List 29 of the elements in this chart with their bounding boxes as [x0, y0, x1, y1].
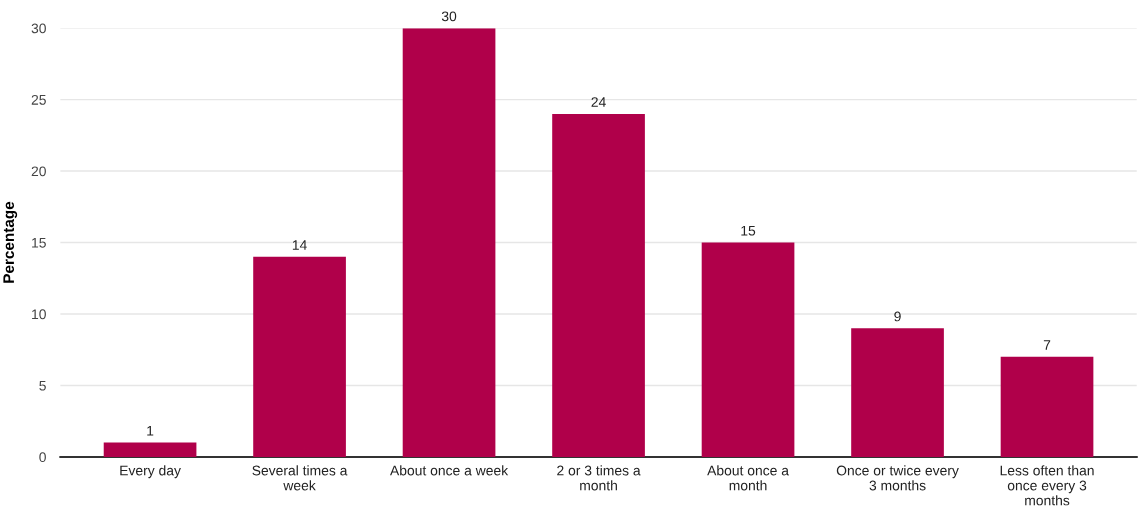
y-tick-label: 0 [39, 452, 46, 463]
x-tick-label: Once or twice every 3 months [836, 465, 959, 491]
bar [701, 242, 795, 457]
data-label: 24 [591, 97, 606, 107]
x-tick-label: Several times a week [252, 465, 348, 491]
y-tick-label: 10 [32, 309, 46, 320]
y-tick-label: 20 [31, 166, 46, 177]
y-tick-label: 5 [39, 380, 46, 391]
bar [253, 256, 346, 457]
data-label: 1 [147, 426, 154, 436]
x-tick-label: Less often than once every 3 months [1000, 465, 1094, 506]
bar [552, 113, 645, 457]
data-label: 15 [741, 225, 756, 236]
x-tick-label: 2 or 3 times a month [557, 465, 641, 491]
bar [103, 442, 197, 457]
data-label: 30 [441, 11, 457, 22]
data-label: 14 [292, 240, 307, 250]
bar [402, 28, 496, 457]
x-tick-label: About once a month [707, 465, 789, 491]
y-axis-title: Percentage [3, 201, 18, 283]
y-tick-label: 30 [31, 23, 46, 34]
data-label: 9 [894, 311, 901, 322]
bar [1000, 356, 1094, 457]
y-tick-label: 25 [31, 94, 46, 105]
x-tick-label: About once a week [390, 465, 509, 476]
x-tick-label: Every day [120, 465, 181, 479]
y-tick-label: 15 [32, 238, 46, 248]
data-label: 7 [1043, 340, 1051, 350]
bar [851, 328, 944, 457]
